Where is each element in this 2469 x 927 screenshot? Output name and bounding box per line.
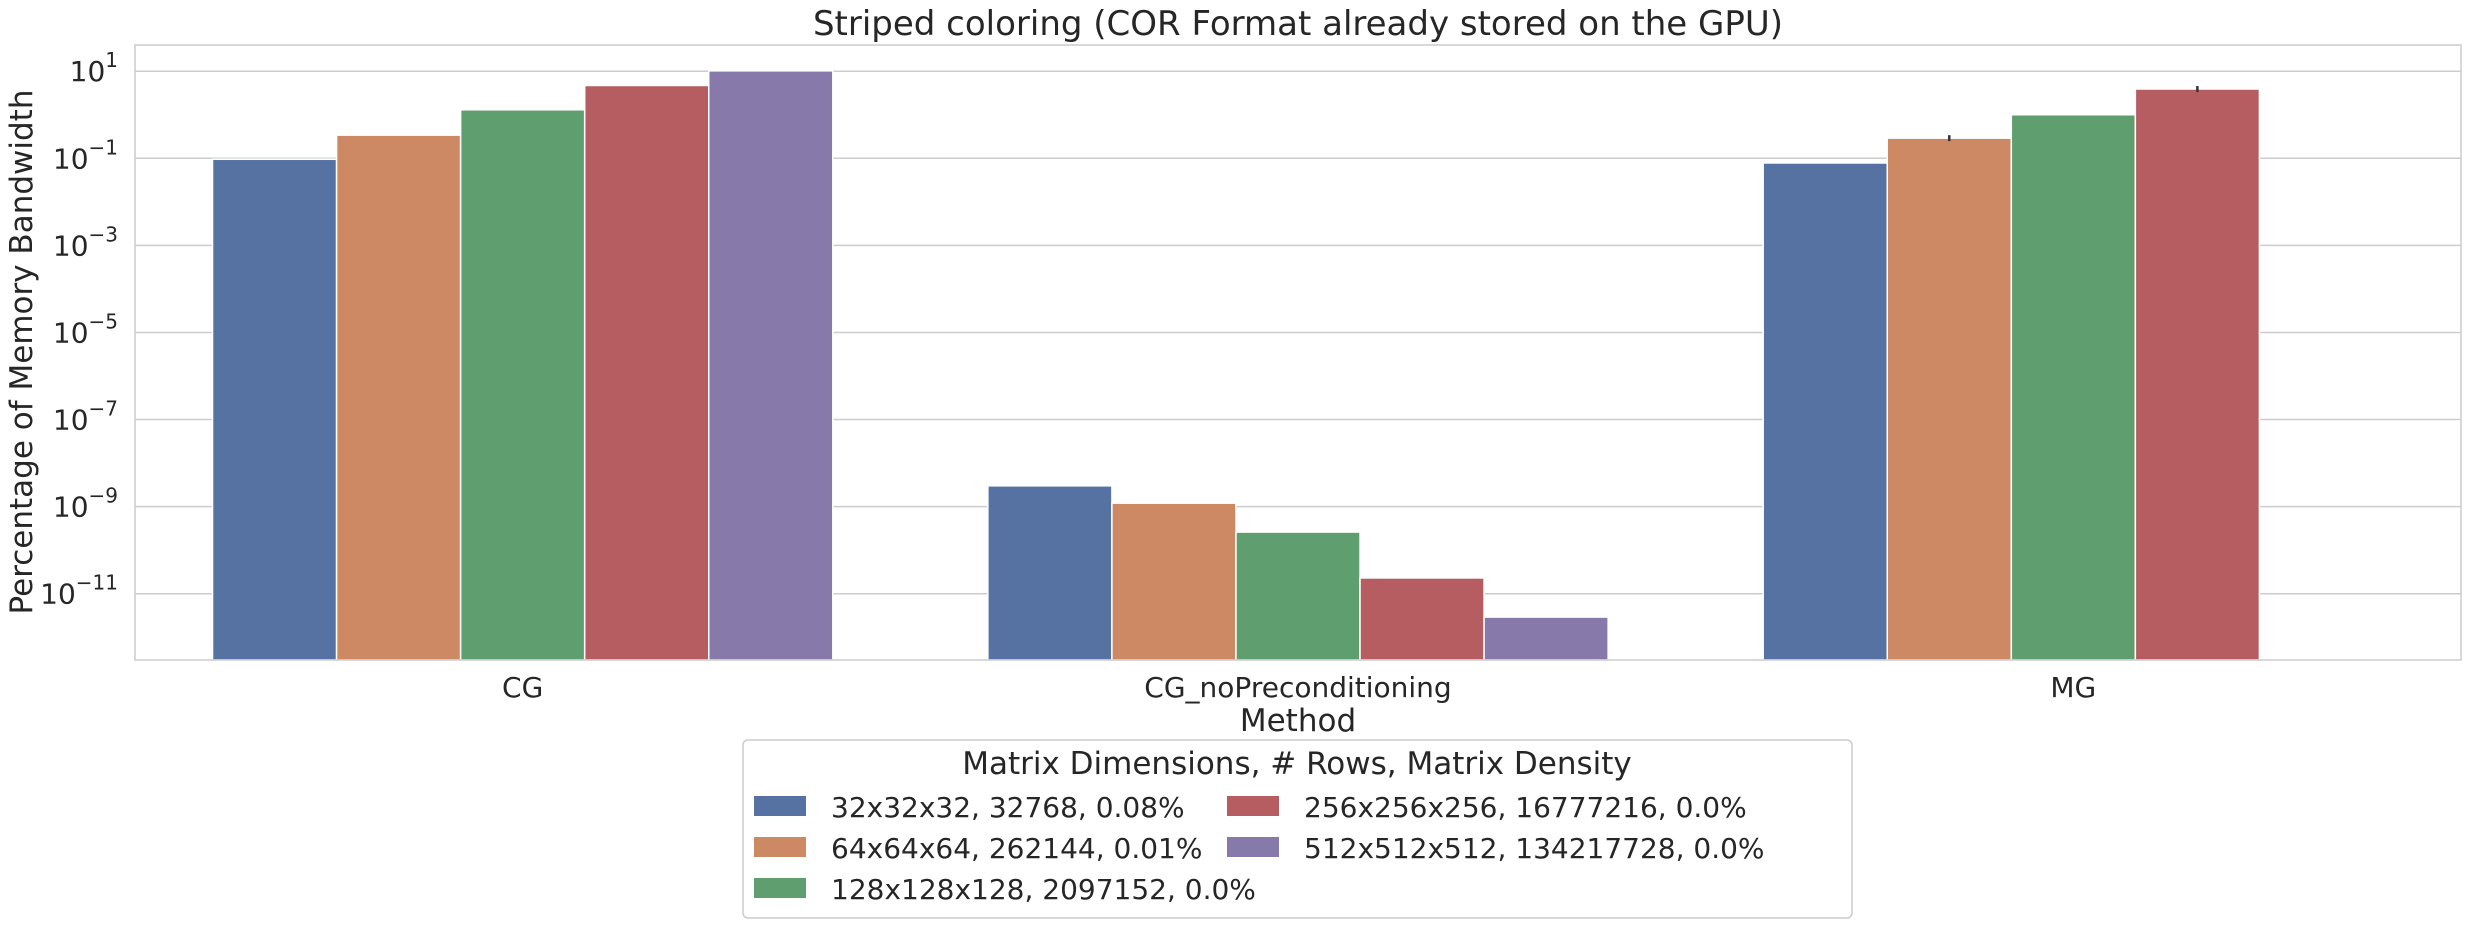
legend-title: Matrix Dimensions, # Rows, Matrix Densit… [962, 746, 1632, 782]
legend-label: 256x256x256, 16777216, 0.0% [1304, 791, 1747, 824]
x-axis-ticks: CG CG_noPreconditioning MG [502, 671, 2096, 704]
bar [583, 84, 710, 661]
y-tick-label: 10−3 [53, 222, 118, 262]
legend-label: 128x128x128, 2097152, 0.0% [831, 873, 1256, 906]
bar [2010, 114, 2137, 661]
bar [987, 485, 1113, 661]
x-axis-label: Method [1240, 703, 1356, 739]
legend-label: 512x512x512, 134217728, 0.0% [1304, 832, 1765, 865]
legend-swatch [1227, 796, 1279, 816]
y-axis-ticks: 101 10−1 10−3 10−5 10−7 10−9 10−11 [40, 48, 118, 610]
bar [1483, 616, 1609, 661]
y-tick-label: 10−1 [53, 135, 118, 175]
plot-frame [134, 44, 2462, 661]
bar [335, 134, 462, 661]
y-tick-label: 10−11 [40, 571, 118, 611]
chart-title: Striped coloring (COR Format already sto… [813, 4, 1783, 44]
legend-swatch [754, 837, 806, 857]
y-tick-label: 10−5 [53, 309, 118, 349]
bar [2134, 88, 2261, 661]
bar [1235, 531, 1361, 661]
x-tick-label: CG [502, 671, 543, 704]
bar [1359, 577, 1485, 661]
error-bars [1948, 86, 2199, 142]
legend-swatch [754, 796, 806, 816]
bars [211, 70, 2261, 661]
bar [707, 70, 834, 661]
bar [1886, 137, 2013, 661]
legend-label: 32x32x32, 32768, 0.08% [831, 791, 1185, 824]
x-tick-label: MG [2050, 671, 2096, 704]
y-axis-label: Percentage of Memory Bandwidth [4, 90, 40, 615]
legend-swatch [754, 878, 806, 898]
y-tick-label: 101 [70, 48, 118, 88]
legend-label: 64x64x64, 262144, 0.01% [831, 832, 1202, 865]
x-tick-label: CG_noPreconditioning [1144, 671, 1451, 704]
bar [1111, 502, 1237, 661]
y-tick-label: 10−9 [53, 484, 118, 524]
y-tick-label: 10−7 [53, 397, 118, 437]
legend: Matrix Dimensions, # Rows, Matrix Densit… [742, 739, 1853, 919]
bar [1762, 162, 1889, 661]
bar [459, 109, 586, 661]
legend-swatch [1227, 837, 1279, 857]
legend-frame [742, 739, 1853, 919]
bar [211, 158, 338, 661]
